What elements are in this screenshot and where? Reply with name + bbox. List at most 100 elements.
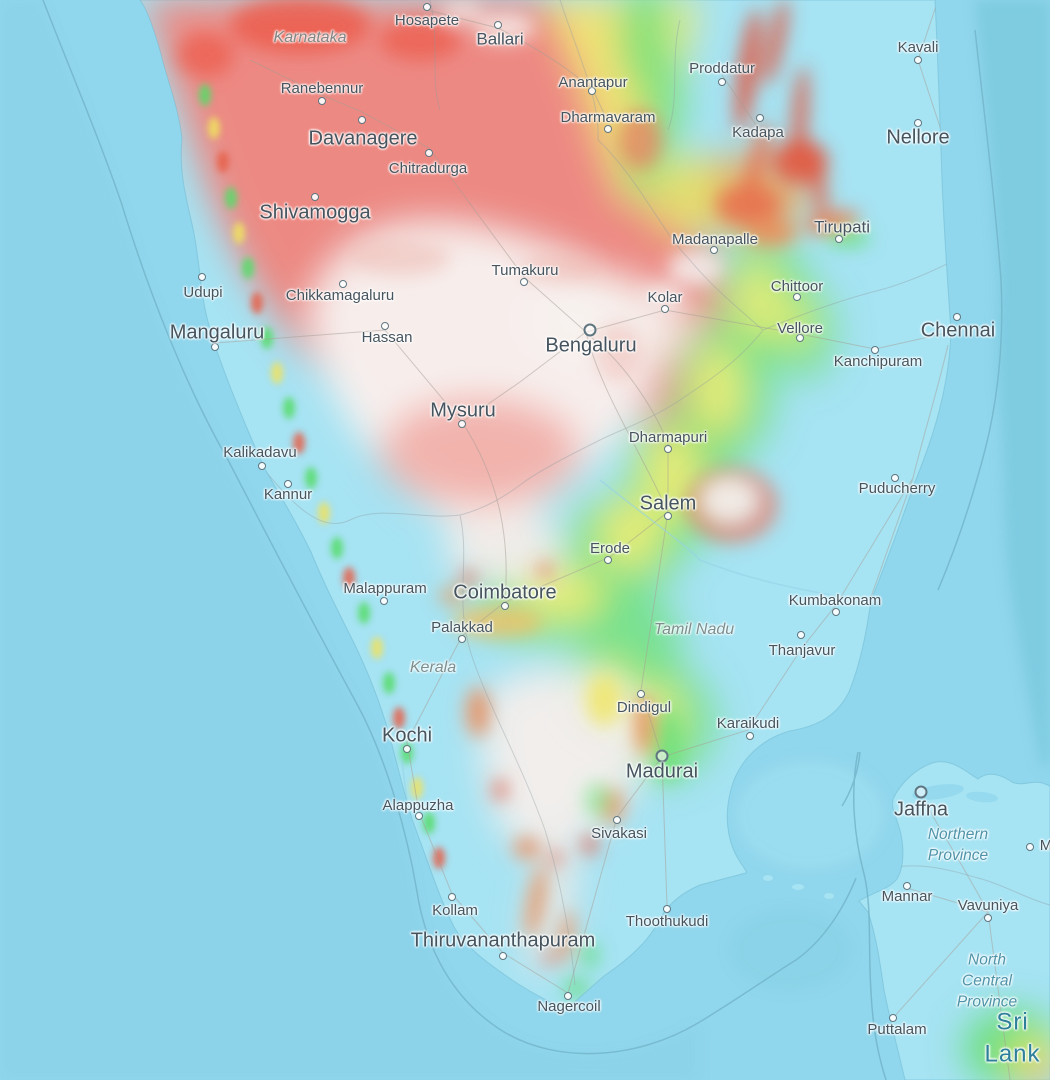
city-label: Kolar: [647, 288, 683, 306]
city-label: Kalikadavu: [223, 443, 297, 461]
city-label: Nellore: [886, 126, 950, 149]
city-ring-marker: [914, 785, 928, 799]
city-dot-marker: [718, 78, 726, 86]
city-dot-marker: [793, 293, 801, 301]
city-dot-marker: [663, 905, 671, 913]
city-dot-marker: [891, 474, 899, 482]
city-label: Hassan: [361, 328, 413, 346]
state-label: Tamil Nadu: [653, 621, 735, 639]
city-dot-marker: [425, 149, 433, 157]
city-label: Davanagere: [308, 127, 418, 150]
city-label: Kadapa: [732, 123, 784, 141]
province-label: North Central Province: [956, 951, 1018, 1011]
city-label: Dharmavaram: [560, 108, 656, 126]
city-ring-marker: [583, 323, 597, 337]
city-label: Chittoor: [770, 277, 824, 295]
city-dot-marker: [311, 193, 319, 201]
city-dot-marker: [494, 21, 502, 29]
city-label: Anantapur: [558, 73, 628, 91]
city-dot-marker: [588, 87, 596, 95]
city-dot-marker: [984, 914, 992, 922]
city-dot-marker: [380, 597, 388, 605]
city-dot-marker: [903, 882, 911, 890]
city-label: Jaffna: [893, 798, 949, 821]
city-dot-marker: [889, 1014, 897, 1022]
city-label: Tumakuru: [491, 261, 559, 279]
state-label: Karnataka: [273, 29, 347, 47]
city-dot-marker: [914, 119, 922, 127]
city-dot-marker: [661, 305, 669, 313]
city-label: Kannur: [263, 485, 313, 503]
city-dot-marker: [914, 56, 922, 64]
city-dot-marker: [871, 346, 879, 354]
city-dot-marker: [1026, 843, 1034, 851]
admin-borders: [265, 0, 1050, 986]
city-label: Kavali: [897, 38, 939, 56]
city-label: Ballari: [476, 29, 524, 49]
city-label: Kochi: [381, 724, 433, 747]
city-dot-marker: [458, 635, 466, 643]
city-dot-marker: [415, 812, 423, 820]
ghats-edge-speckles: [199, 84, 445, 869]
city-label: Madurai: [625, 760, 699, 783]
city-dot-marker: [211, 343, 219, 351]
city-dot-marker: [637, 690, 645, 698]
city-dot-marker: [953, 313, 961, 321]
city-label: Vavuniya: [957, 896, 1019, 914]
city-dot-marker: [403, 745, 411, 753]
city-label: Alappuzha: [382, 796, 454, 814]
city-dot-marker: [381, 322, 389, 330]
city-label: Mysuru: [430, 399, 496, 422]
city-dot-marker: [710, 246, 718, 254]
city-label: Puducherry: [858, 479, 936, 497]
city-dot-marker: [564, 992, 572, 1000]
city-dot-marker: [198, 273, 206, 281]
city-label: Thanjavur: [768, 641, 836, 659]
city-dot-marker: [746, 732, 754, 740]
city-dot-marker: [613, 816, 621, 824]
city-label: Kollam: [432, 901, 478, 919]
state-label: Kerala: [409, 659, 457, 677]
city-dot-marker: [318, 97, 326, 105]
city-label: Madanapalle: [672, 230, 758, 248]
city-label: Thoothukudi: [625, 912, 709, 930]
city-dot-marker: [501, 602, 509, 610]
city-label: Chitradurga: [388, 159, 468, 177]
city-label: Puttalam: [867, 1020, 927, 1038]
city-label: Coimbatore: [453, 581, 557, 604]
city-dot-marker: [756, 114, 764, 122]
city-label: Thiruvananthapuram: [410, 929, 596, 952]
city-label: Bengaluru: [545, 334, 637, 357]
city-label: Kumbakonam: [788, 591, 882, 609]
maritime-boundary-lines: [42, 0, 1003, 1080]
city-label: Chikkamagaluru: [285, 286, 395, 304]
city-dot-marker: [797, 631, 805, 639]
city-dot-marker: [604, 556, 612, 564]
city-label: Dindigul: [616, 698, 672, 716]
country-label: Sri Lank: [984, 1008, 1041, 1068]
city-dot-marker: [448, 893, 456, 901]
city-label: Kanchipuram: [833, 352, 923, 370]
city-label: Karaikudi: [716, 714, 780, 732]
city-dot-marker: [284, 480, 292, 488]
city-label: Udupi: [183, 283, 223, 301]
city-label: Palakkad: [431, 618, 493, 636]
city-label: Tirupati: [813, 217, 871, 237]
city-label: Nagercoil: [537, 997, 601, 1015]
city-dot-marker: [832, 608, 840, 616]
city-label: Mannar: [881, 887, 933, 905]
city-dot-marker: [358, 116, 366, 124]
city-dot-marker: [835, 235, 843, 243]
city-label: Chennai: [920, 319, 996, 342]
city-label: Proddatur: [689, 59, 755, 77]
heat-overlay: [140, 0, 1050, 1080]
city-label: Hosapete: [394, 11, 460, 29]
city-dot-marker: [458, 420, 466, 428]
city-dot-marker: [604, 125, 612, 133]
city-label: Ranebennur: [280, 79, 364, 97]
city-label: Malappuram: [343, 579, 427, 597]
city-dot-marker: [423, 3, 431, 11]
city-label: Sivakasi: [591, 824, 647, 842]
